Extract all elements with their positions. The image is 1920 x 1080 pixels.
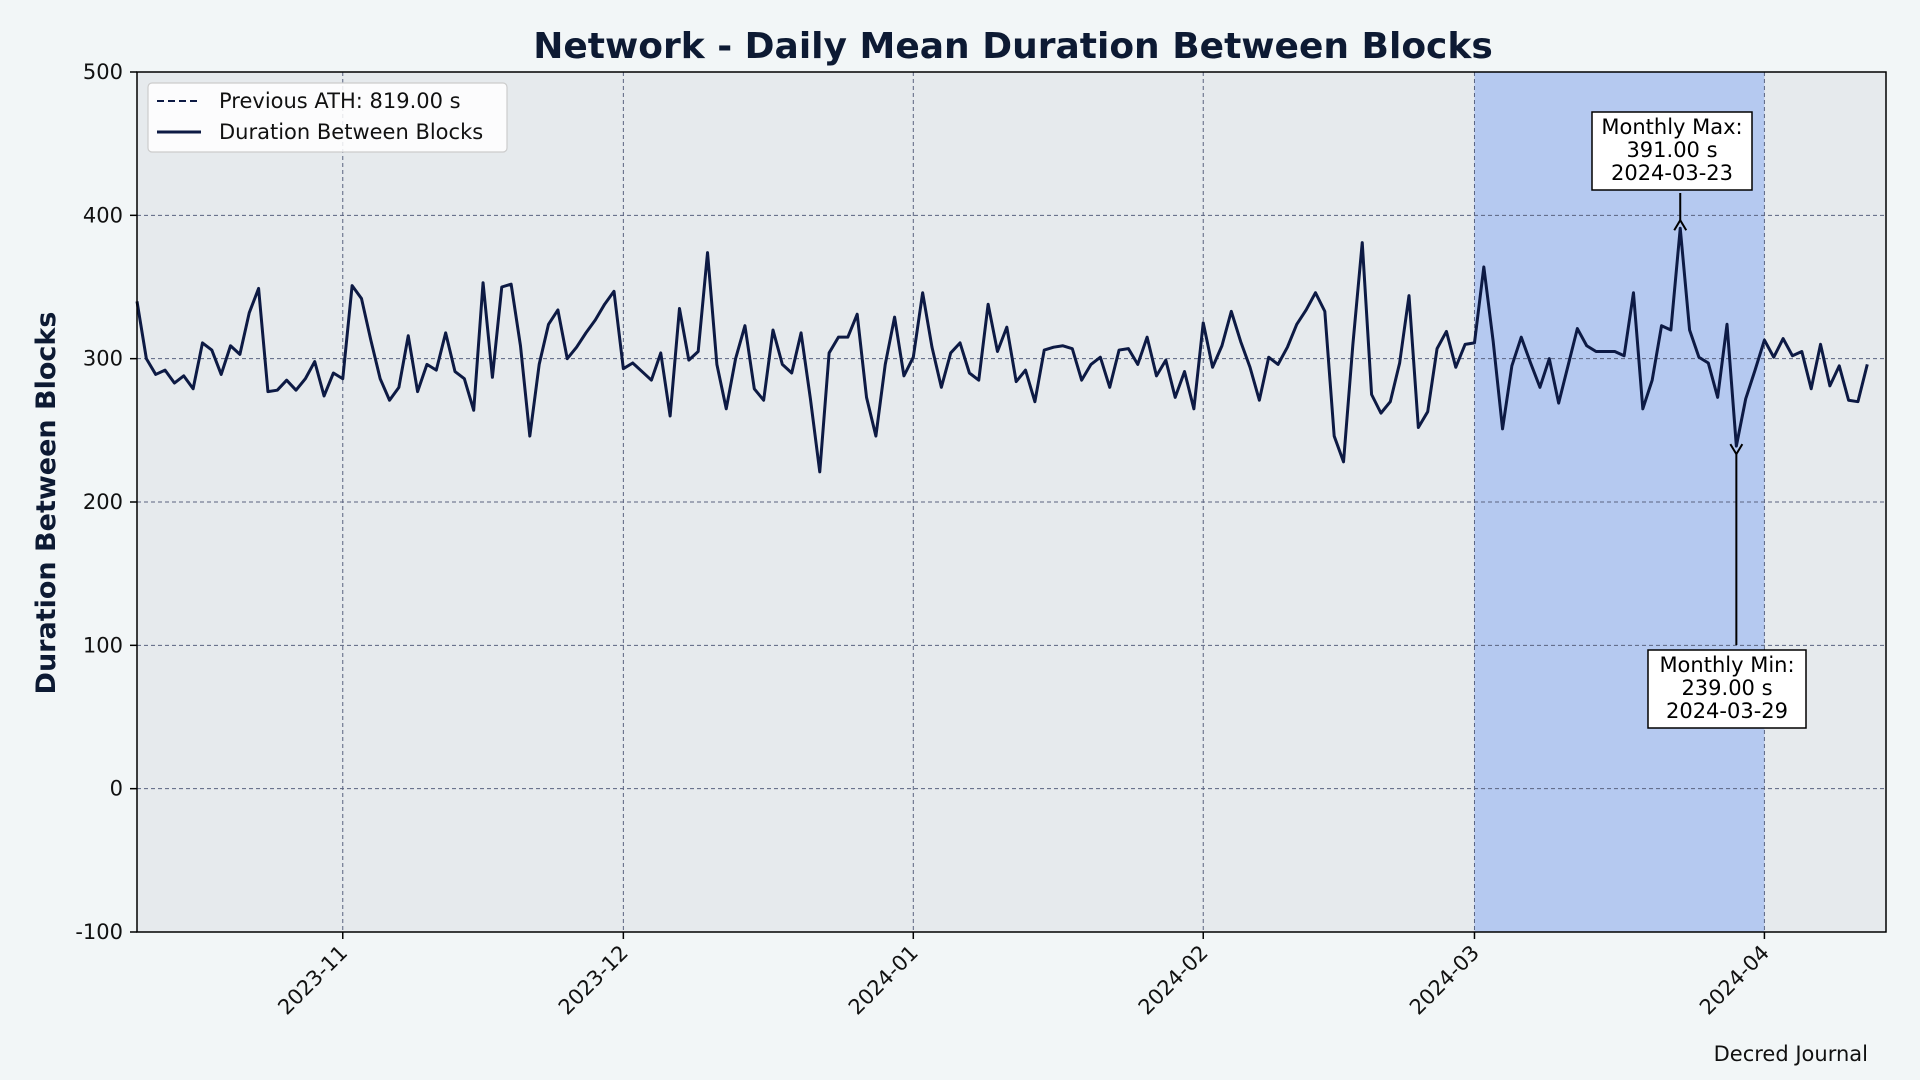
duration-between-blocks-line: [135, 226, 1869, 474]
y-axis-ticks: -100 0 100 200 300 400 500: [75, 60, 137, 944]
annotation-arrowhead: [1729, 443, 1744, 457]
y-tick-label: 400: [83, 203, 123, 227]
y-tick-label: 500: [83, 60, 123, 84]
series-layer: [135, 226, 1869, 474]
annotation-box: [1647, 649, 1807, 729]
y-tick-label: 0: [110, 777, 123, 801]
legend: Previous ATH: 819.00 s Duration Between …: [147, 82, 508, 153]
annotation-box: [1591, 111, 1753, 191]
annotation-line: 2024-03-29: [1666, 699, 1788, 723]
annotation-line: Monthly Max:: [1601, 115, 1742, 139]
y-tick-label: 100: [83, 633, 123, 657]
annotation-line: 239.00 s: [1681, 676, 1772, 700]
legend-duration-label: Duration Between Blocks: [219, 120, 483, 144]
annotation-line: Monthly Min:: [1659, 653, 1794, 677]
y-tick-label: 300: [83, 347, 123, 371]
y-tick-label: 200: [83, 490, 123, 514]
annotation-line: 391.00 s: [1626, 138, 1717, 162]
y-tick-label: -100: [75, 920, 123, 944]
credit-label: Decred Journal: [1714, 1042, 1868, 1066]
legend-box: [147, 82, 508, 153]
annotation-arrowhead: [1673, 218, 1688, 231]
annotation-line: 2024-03-23: [1611, 161, 1733, 185]
y-axis-label: Duration Between Blocks: [31, 312, 62, 695]
chart-title: Network - Daily Mean Duration Between Bl…: [533, 26, 1493, 67]
legend-ath-label: Previous ATH: 819.00 s: [219, 89, 461, 113]
grid-lines: [137, 72, 1886, 932]
highlight-month-band: [1474, 72, 1765, 932]
